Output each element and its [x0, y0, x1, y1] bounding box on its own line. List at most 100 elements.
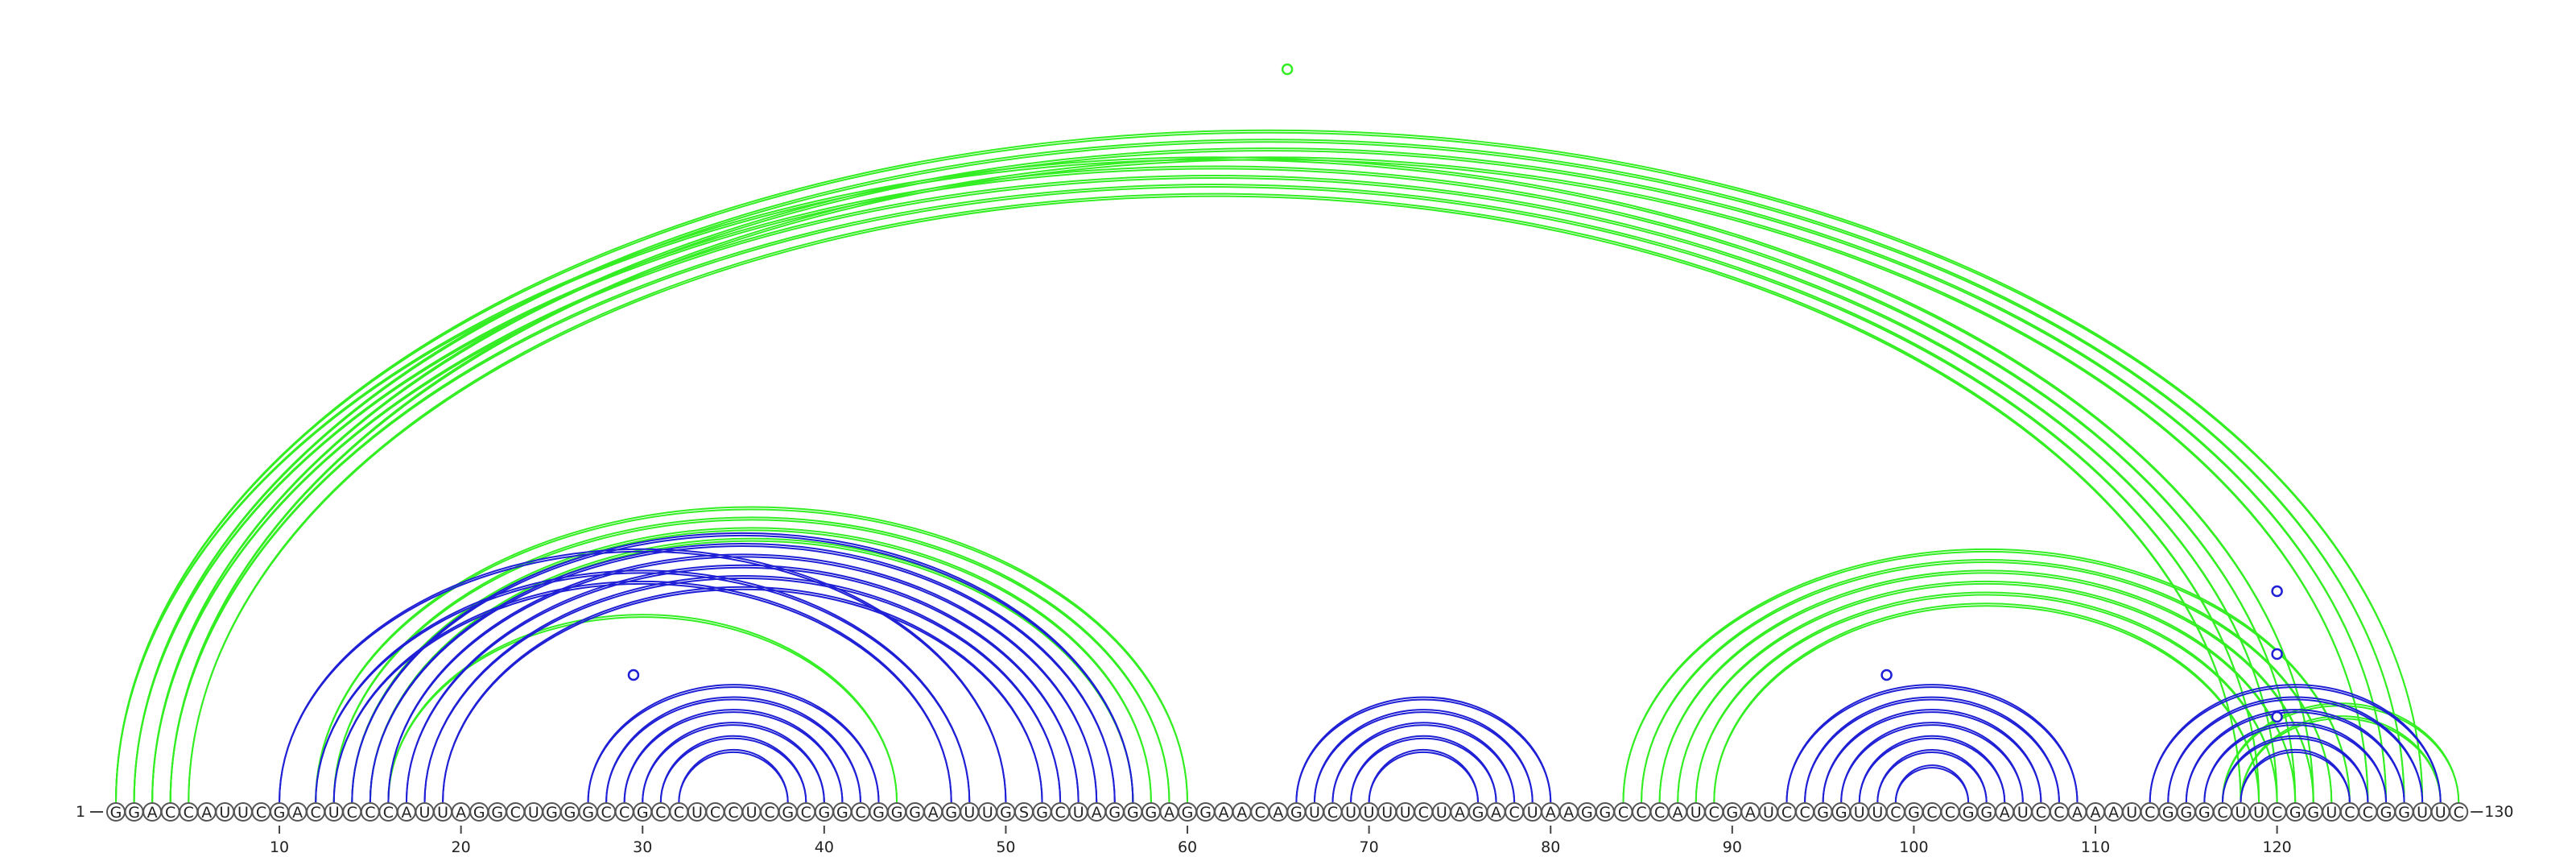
nucleotide-letter: A — [1273, 804, 1283, 822]
nucleotide-letter: C — [801, 804, 811, 822]
blue-base-pair-arc — [1785, 684, 2079, 803]
nucleotide-letter: G — [546, 804, 558, 822]
blue-base-pair-arc — [2240, 748, 2351, 803]
end-label: 130 — [2484, 803, 2513, 821]
nucleotide-letter: G — [110, 804, 122, 822]
nucleotide-letter: G — [1182, 804, 1194, 822]
nucleotide-letter: U — [1854, 804, 1865, 822]
nucleotide-letter: U — [1436, 804, 1447, 822]
nucleotide-letter: C — [2217, 804, 2227, 822]
green-base-pair-arc — [1641, 558, 2333, 803]
nucleotide-letter: G — [1581, 804, 1593, 822]
nucleotide-letter: U — [1763, 804, 1774, 822]
nucleotide-letter: U — [746, 804, 758, 822]
green-base-pair-arc — [169, 184, 2260, 803]
blue-base-pair-arc — [605, 696, 861, 803]
nucleotide-letter: C — [1945, 804, 1955, 822]
nucleotide-letter: G — [637, 804, 649, 822]
green-base-pair-arc — [133, 140, 2405, 803]
green-base-pair-arc — [315, 508, 1189, 803]
axis-tick-label: 10 — [270, 838, 289, 856]
nucleotide-letter: G — [1908, 804, 1920, 822]
nucleotide-letter: C — [674, 804, 684, 822]
blue-base-pair-arc — [1368, 748, 1479, 803]
nucleotide-letter: G — [2180, 804, 2192, 822]
nucleotide-letter: C — [1327, 804, 1338, 822]
nucleotide-letter: C — [2272, 804, 2282, 822]
nucleotide-letter: G — [782, 804, 794, 822]
nucleotide-letter: U — [1345, 804, 1356, 822]
nucleotide-letter: A — [2108, 804, 2119, 822]
green-base-pair-arc — [332, 516, 1170, 803]
green-base-pair-arc — [169, 156, 2369, 803]
green-base-pair-arc — [133, 165, 2297, 803]
blue-base-pair-arc — [1822, 709, 2042, 803]
nucleotide-letter: G — [2198, 804, 2211, 822]
nucleotide-letter: G — [873, 804, 885, 822]
blue-base-pair-arc — [587, 686, 880, 803]
nucleotide-letter: U — [237, 804, 249, 822]
blue-base-pair-arc — [351, 532, 1134, 803]
nucleotide-letter: C — [1890, 804, 1901, 822]
nucleotide-letter: U — [1872, 804, 1883, 822]
nucleotide-letter: G — [836, 804, 848, 822]
green-base-pair-arc — [2240, 715, 2442, 803]
green-base-pair-arc — [332, 519, 1170, 803]
nucleotide-letter: C — [1926, 804, 1937, 822]
nucleotide-letter: C — [1799, 804, 1810, 822]
blue-base-pair-arc — [587, 684, 880, 803]
nucleotide-letter: G — [128, 804, 140, 822]
green-base-pair-arc — [1695, 594, 2278, 803]
green-base-pair-arc — [169, 159, 2369, 803]
green-base-pair-arc — [151, 147, 2387, 803]
green-base-pair-arc — [315, 506, 1189, 803]
nucleotide-letter: U — [1400, 804, 1411, 822]
axis-tick-label: 40 — [815, 838, 834, 856]
blue-base-pair-arc — [351, 534, 1134, 803]
blue-base-pair-arc — [678, 751, 789, 803]
blue-base-pair-arc — [279, 548, 1007, 803]
axis-tick-label: 90 — [1723, 838, 1742, 856]
nucleotide-letter: A — [1455, 804, 1465, 822]
nucleotide-letter: C — [2363, 804, 2373, 822]
blue-base-pair-arc — [1331, 722, 1516, 803]
green-base-pair-arc — [115, 131, 2424, 803]
axis-tick-label: 80 — [1541, 838, 1560, 856]
nucleotide-letter: C — [710, 804, 720, 822]
nucleotide-letter: U — [2017, 804, 2029, 822]
nucleotide-letter: C — [383, 804, 394, 822]
blue-base-pair-arc — [2185, 709, 2405, 803]
nucleotide-letter: A — [1546, 804, 1556, 822]
blue-base-pair-arc — [369, 543, 1116, 803]
arc-midpoint-marker — [1281, 63, 1294, 76]
nucleotide-letter: C — [1255, 804, 1265, 822]
blue-base-pair-arc — [1876, 748, 1988, 803]
nucleotide-letter: U — [964, 804, 975, 822]
nucleotide-letter: C — [1618, 804, 1629, 822]
axis-tick-label: 100 — [1899, 838, 1928, 856]
nucleotide-letter: S — [1019, 804, 1029, 822]
green-base-pair-arc — [115, 129, 2424, 803]
nucleotide-letter: G — [1146, 804, 1158, 822]
arc-midpoint-marker — [2271, 585, 2283, 598]
nucleotide-letter: U — [419, 804, 431, 822]
green-base-pair-arc — [188, 195, 2242, 803]
nucleotide-letter: U — [328, 804, 340, 822]
nucleotide-letter: A — [147, 804, 158, 822]
nucleotide-letter: G — [473, 804, 485, 822]
nucleotide-letter: C — [1636, 804, 1646, 822]
nucleotide-letter: C — [765, 804, 775, 822]
blue-base-pair-arc — [423, 575, 1062, 803]
blue-base-pair-arc — [1313, 709, 1534, 803]
nucleotide-letter: C — [2145, 804, 2155, 822]
nucleotide-letter: C — [1654, 804, 1665, 822]
nucleotide-letter: U — [528, 804, 539, 822]
nucleotide-letter: A — [928, 804, 939, 822]
nucleotide-letter: C — [510, 804, 521, 822]
axis-tick-label: 50 — [996, 838, 1015, 856]
green-base-pair-arc — [351, 529, 1152, 803]
green-base-pair-arc — [133, 138, 2405, 803]
arc-markers — [627, 63, 2283, 723]
nucleotide-letter: G — [1036, 804, 1048, 822]
